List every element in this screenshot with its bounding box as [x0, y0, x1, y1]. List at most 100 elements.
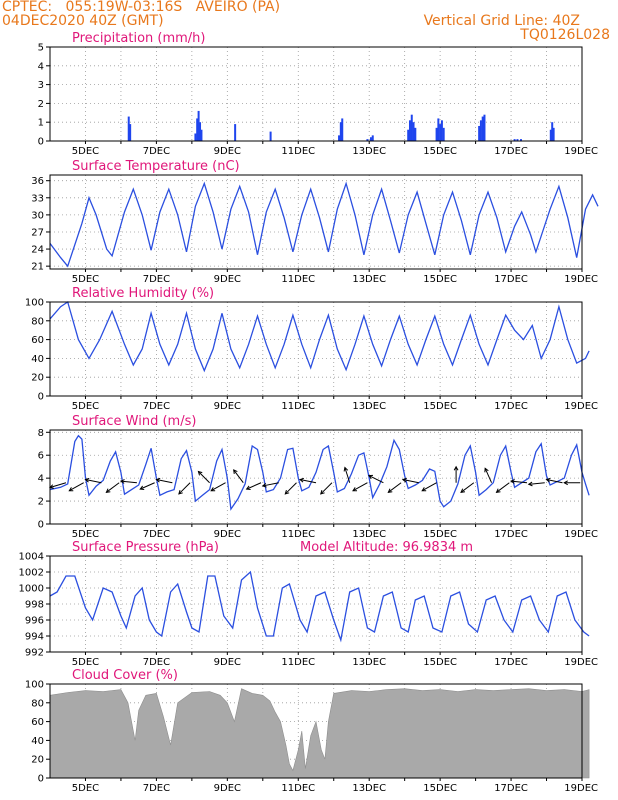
wind-vector-head	[421, 487, 427, 492]
humidity-xtick-label: 17DEC	[494, 401, 528, 412]
wind-vector	[299, 479, 317, 484]
precipitation-xtick-label: 9DEC	[214, 146, 241, 157]
precipitation-xtick-label: 11DEC	[281, 146, 315, 157]
wind-vector-head	[245, 485, 251, 490]
pressure-ytick-label: 996	[25, 616, 44, 627]
precipitation-ytick-label: 0	[38, 137, 44, 148]
wind-vector-head	[210, 487, 216, 492]
precipitation-bar	[407, 129, 410, 141]
pressure-xtick-label: 7DEC	[143, 657, 170, 668]
wind-vector-head	[68, 487, 74, 492]
precipitation-bar	[338, 135, 341, 141]
precipitation-bar	[552, 127, 555, 141]
humidity-xtick-label: 15DEC	[423, 401, 457, 412]
precipitation-xtick-label: 15DEC	[423, 146, 457, 157]
temperature-series-line	[49, 181, 599, 268]
precipitation-bar	[194, 133, 197, 141]
cloud-cover-title: Cloud Cover (%)	[72, 668, 178, 683]
precipitation-title: Precipitation (mm/h)	[72, 31, 205, 46]
temperature-xtick-label: 11DEC	[281, 274, 315, 285]
humidity-ytick-label: 100	[25, 298, 44, 309]
precipitation-bar	[439, 124, 442, 141]
wind-vector-head	[460, 488, 466, 493]
wind-series-line	[49, 434, 590, 511]
cloud-cover-xtick-label: 11DEC	[281, 783, 315, 794]
wind-vector-head	[401, 477, 407, 483]
wind-xtick-label: 13DEC	[352, 529, 386, 540]
cloud-cover-area	[49, 688, 590, 779]
precipitation-ytick-label: 1	[38, 118, 44, 129]
precipitation-bar	[516, 139, 519, 141]
wind-vector	[352, 482, 368, 492]
precipitation-bar	[199, 122, 202, 141]
temperature-ytick-label: 21	[31, 262, 44, 273]
wind-vector-head	[527, 481, 533, 487]
precipitation-ytick-label: 3	[38, 80, 44, 91]
wind-ytick-label: 8	[38, 428, 44, 439]
wind-vector	[421, 482, 437, 492]
humidity-xtick-label: 11DEC	[281, 401, 315, 412]
humidity-ytick-label: 20	[31, 373, 44, 384]
precipitation-bar	[234, 124, 237, 141]
cloud-cover-xtick-label: 13DEC	[352, 783, 386, 794]
precipitation-bar	[129, 124, 132, 141]
precipitation-bar	[341, 118, 344, 141]
wind-vector-head	[563, 480, 568, 486]
temperature-title: Surface Temperature (nC)	[72, 159, 240, 174]
precipitation-bar	[440, 120, 443, 141]
humidity-ytick-label: 40	[31, 354, 44, 365]
wind-vector	[284, 482, 297, 495]
precipitation-xtick-label: 19DEC	[564, 146, 598, 157]
temperature-ytick-label: 30	[31, 210, 44, 221]
pressure-xtick-label: 15DEC	[423, 657, 457, 668]
precipitation-xtick-label: 13DEC	[352, 146, 386, 157]
precipitation-xtick-label: 7DEC	[143, 146, 170, 157]
wind-vector-head	[387, 488, 393, 493]
wind-vector	[85, 479, 102, 484]
wind-vector-head	[545, 477, 551, 483]
wind-vector-head	[233, 469, 238, 474]
wind-xtick-label: 19DEC	[564, 529, 598, 540]
run-date: 04DEC2020 40Z (GMT)	[2, 13, 164, 29]
precipitation-bar	[412, 122, 415, 141]
humidity-xtick-label: 19DEC	[564, 401, 598, 412]
pressure-xtick-label: 5DEC	[72, 657, 99, 668]
wind-vector	[178, 482, 191, 495]
pressure-ytick-label: 994	[25, 632, 44, 643]
wind-vector	[320, 482, 333, 495]
humidity-xtick-label: 5DEC	[72, 401, 99, 412]
wind-vector-head	[484, 467, 489, 473]
wind-vector-head	[509, 479, 515, 484]
precipitation-bar	[483, 114, 486, 141]
cloud-cover-ytick-label: 40	[31, 736, 44, 747]
precipitation-bar	[339, 122, 342, 141]
precipitation-bar	[200, 129, 203, 141]
cloud-cover-ytick-label: 60	[31, 717, 44, 728]
pressure-annotation: Model Altitude: 96.9834 m	[300, 540, 473, 555]
cloud-cover-xtick-label: 5DEC	[72, 783, 99, 794]
humidity-series-line	[49, 300, 590, 373]
temperature-xtick-label: 19DEC	[564, 274, 598, 285]
cloud-cover-xtick-label: 9DEC	[214, 783, 241, 794]
cloud-cover-ytick-label: 100	[25, 680, 44, 691]
precipitation-bar	[478, 125, 481, 141]
temperature-xtick-label: 13DEC	[352, 274, 386, 285]
wind-vector	[69, 482, 84, 492]
wind-vector-head	[119, 479, 125, 484]
precipitation-ytick-label: 4	[38, 61, 44, 72]
pressure-xtick-label: 11DEC	[281, 657, 315, 668]
wind-vector	[546, 479, 563, 484]
wind-frame	[49, 429, 583, 525]
temperature-ytick-label: 27	[31, 227, 44, 238]
pressure-title: Surface Pressure (hPa)	[72, 540, 219, 555]
precipitation-bar	[414, 127, 417, 141]
pressure-xtick-label: 13DEC	[352, 657, 386, 668]
wind-vector	[140, 482, 155, 490]
pressure-series-line	[49, 570, 590, 643]
precipitation-bar	[442, 127, 445, 141]
wind-vector-head	[343, 466, 349, 472]
wind-ytick-label: 2	[38, 497, 44, 508]
wind-vector-head	[320, 489, 325, 495]
wind-vector	[156, 479, 173, 484]
